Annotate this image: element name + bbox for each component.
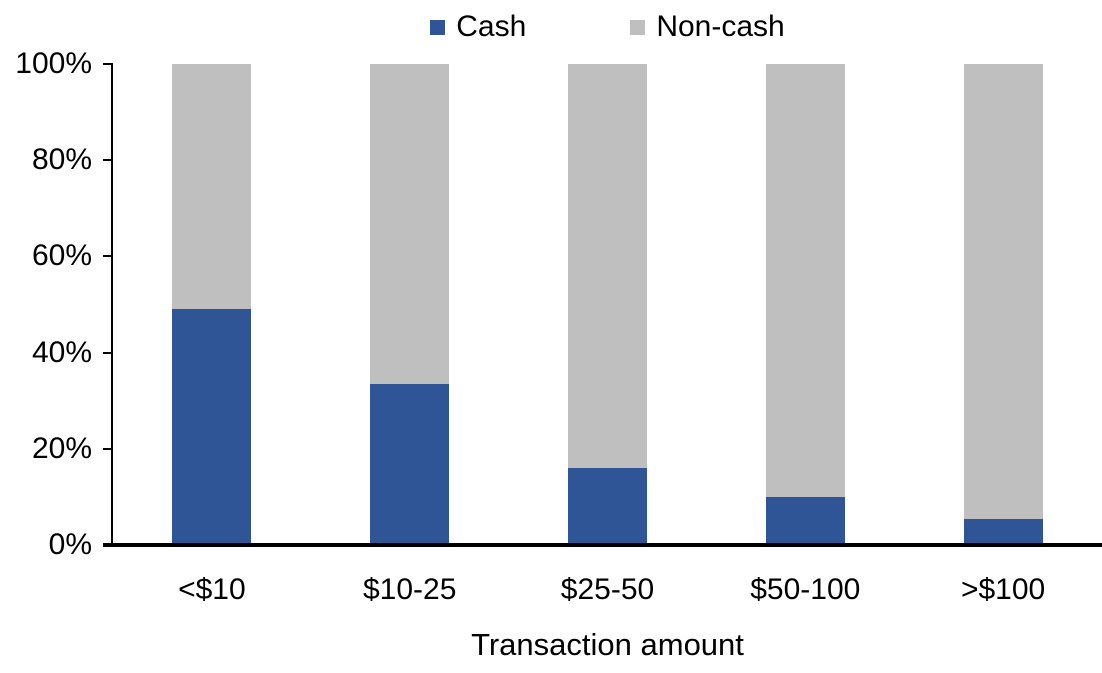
x-axis-tick-label: $25-50	[560, 573, 655, 606]
y-axis-tick-label: 100%	[15, 47, 92, 80]
legend-item: Non-cash	[630, 10, 785, 44]
y-axis-tick-mark	[103, 159, 113, 162]
legend-label: Cash	[456, 10, 527, 43]
y-axis-tick-mark	[103, 63, 113, 65]
bar-100	[963, 64, 1043, 545]
legend-label: Non-cash	[656, 10, 785, 43]
y-axis-tick-mark	[103, 544, 113, 546]
x-axis-tick-label: >$100	[960, 573, 1046, 606]
bar-segment-non-cash	[172, 64, 252, 310]
bar-segment-cash	[370, 383, 450, 545]
bar-segment-cash	[172, 309, 252, 545]
y-axis-tick-label: 40%	[31, 335, 92, 369]
y-axis-tick-label: 80%	[31, 143, 92, 177]
bar-segment-non-cash	[568, 64, 647, 469]
y-axis-line	[111, 64, 113, 547]
x-axis-tick-label: <$10	[178, 573, 246, 606]
x-axis-line	[103, 543, 1102, 547]
x-axis-title: Transaction amount	[471, 627, 744, 662]
bar-segment-non-cash	[370, 64, 450, 384]
y-axis-tick-mark	[103, 255, 113, 258]
y-axis-tick-mark	[103, 351, 113, 354]
bar-segment-cash	[568, 468, 647, 545]
y-axis-tick-label: 60%	[31, 239, 92, 273]
x-axis-tick-label: $10-25	[362, 573, 457, 606]
legend-swatch-icon	[630, 19, 646, 35]
bar-10	[172, 64, 252, 545]
y-axis-tick-label: 0%	[48, 528, 92, 561]
x-axis-tick-label: $50-100	[750, 573, 861, 606]
bar-1025	[370, 64, 450, 545]
chart-legend: Cash Non-cash	[113, 10, 1102, 44]
legend-item: Cash	[430, 10, 526, 44]
y-axis-tick-mark	[103, 447, 113, 450]
plot-area	[113, 64, 1102, 545]
bar-50100	[765, 64, 845, 545]
bar-segment-cash	[963, 518, 1043, 545]
bar-segment-non-cash	[765, 64, 845, 497]
bar-segment-non-cash	[963, 64, 1043, 519]
legend-swatch-icon	[430, 19, 446, 35]
bar-2550	[568, 64, 647, 545]
bar-segment-cash	[765, 496, 845, 545]
y-axis-tick-label: 20%	[31, 431, 92, 465]
